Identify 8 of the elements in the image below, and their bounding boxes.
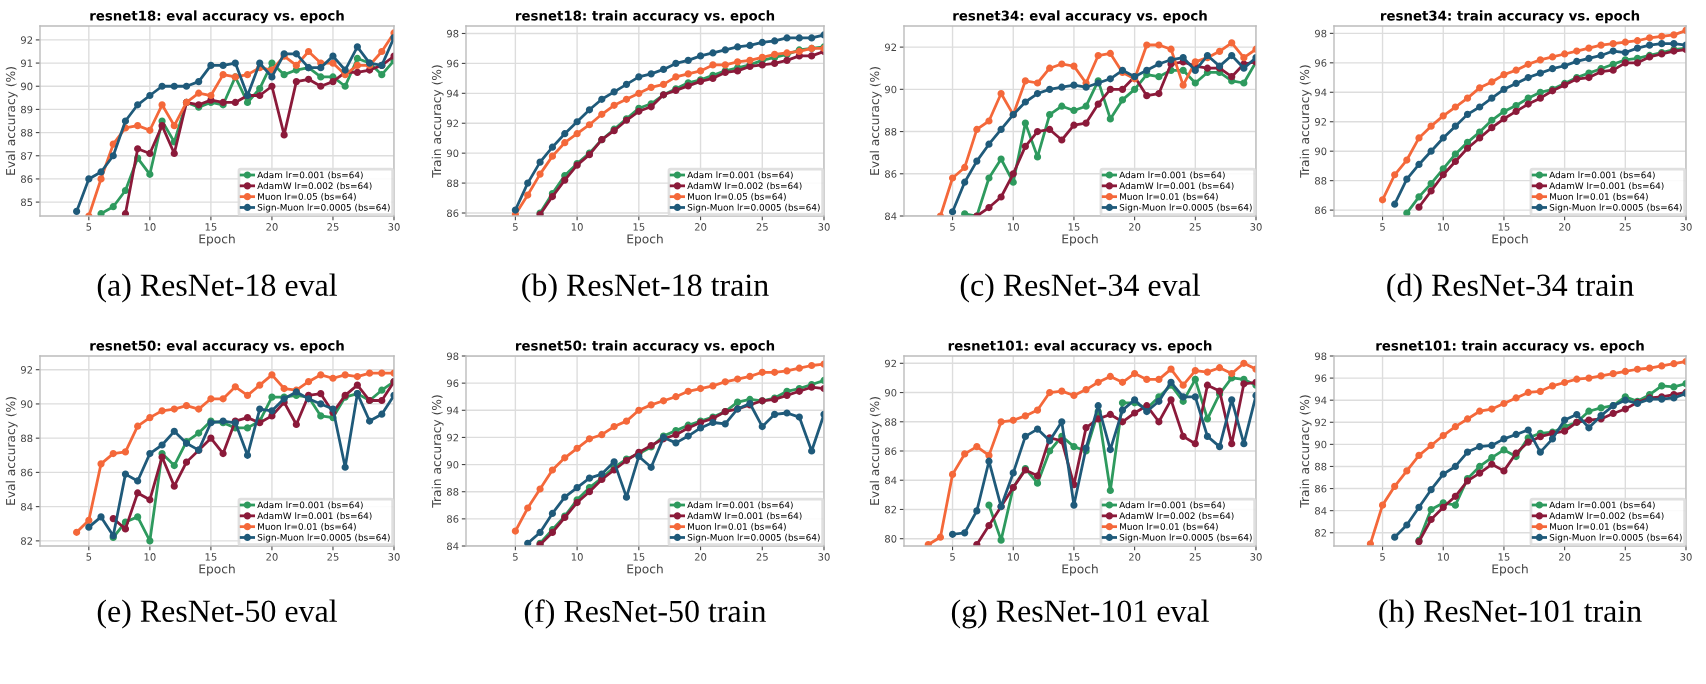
text: (a) ResNet-18 eval <box>97 273 337 303</box>
text: (h) ResNet-101 train <box>1379 599 1642 629</box>
text: (d) ResNet-34 train <box>1387 273 1634 303</box>
text: (f) ResNet-50 train <box>524 599 767 629</box>
text: (c) ResNet-34 eval <box>960 273 1200 303</box>
text: (e) ResNet-50 eval <box>97 599 337 629</box>
text: (b) ResNet-18 train <box>522 273 769 303</box>
text: (g) ResNet-101 eval <box>951 599 1209 629</box>
